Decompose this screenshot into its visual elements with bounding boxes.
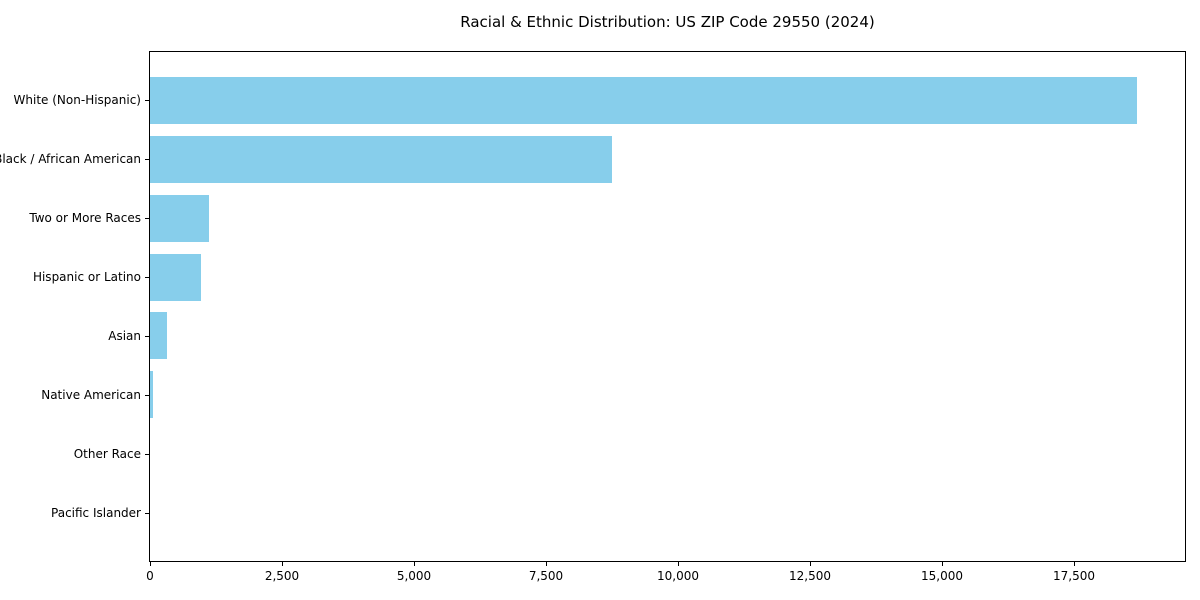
bar-hispanic-or-latino xyxy=(150,253,202,301)
x-tick-label: 0 xyxy=(146,569,154,583)
x-tick-mark xyxy=(942,562,943,566)
x-tick-mark xyxy=(150,562,151,566)
x-tick-mark xyxy=(282,562,283,566)
y-tick-label: Pacific Islander xyxy=(51,506,141,520)
x-tick-mark xyxy=(546,562,547,566)
bar-asian xyxy=(150,312,168,360)
x-tick-mark xyxy=(678,562,679,566)
x-tick-label: 17,500 xyxy=(1053,569,1095,583)
x-tick-label: 2,500 xyxy=(264,569,300,583)
bars-layer xyxy=(150,52,1185,561)
y-tick-label: Other Race xyxy=(73,447,141,461)
plot-area xyxy=(149,51,1186,562)
y-tick-label: Hispanic or Latino xyxy=(32,270,141,284)
x-tick-label: 15,000 xyxy=(921,569,963,583)
x-tick-label: 10,000 xyxy=(657,569,699,583)
x-tick-label: 7,500 xyxy=(528,569,564,583)
x-tick-label: 12,500 xyxy=(789,569,831,583)
bar-two-or-more-races xyxy=(150,194,210,242)
x-tick-mark xyxy=(810,562,811,566)
x-tick-label: 5,000 xyxy=(396,569,432,583)
y-tick-label: Black / African American xyxy=(0,152,141,166)
y-tick-label: Two or More Races xyxy=(29,211,141,225)
bar-black-african-american xyxy=(150,135,613,183)
y-tick-label: White (Non-Hispanic) xyxy=(13,93,141,107)
x-tick-mark xyxy=(414,562,415,566)
chart-title: Racial & Ethnic Distribution: US ZIP Cod… xyxy=(460,13,875,31)
bar-white-non-hispanic xyxy=(150,76,1138,124)
y-tick-label: Asian xyxy=(108,329,141,343)
y-tick-label: Native American xyxy=(41,388,141,402)
x-tick-mark xyxy=(1074,562,1075,566)
bar-native-american xyxy=(150,371,153,419)
